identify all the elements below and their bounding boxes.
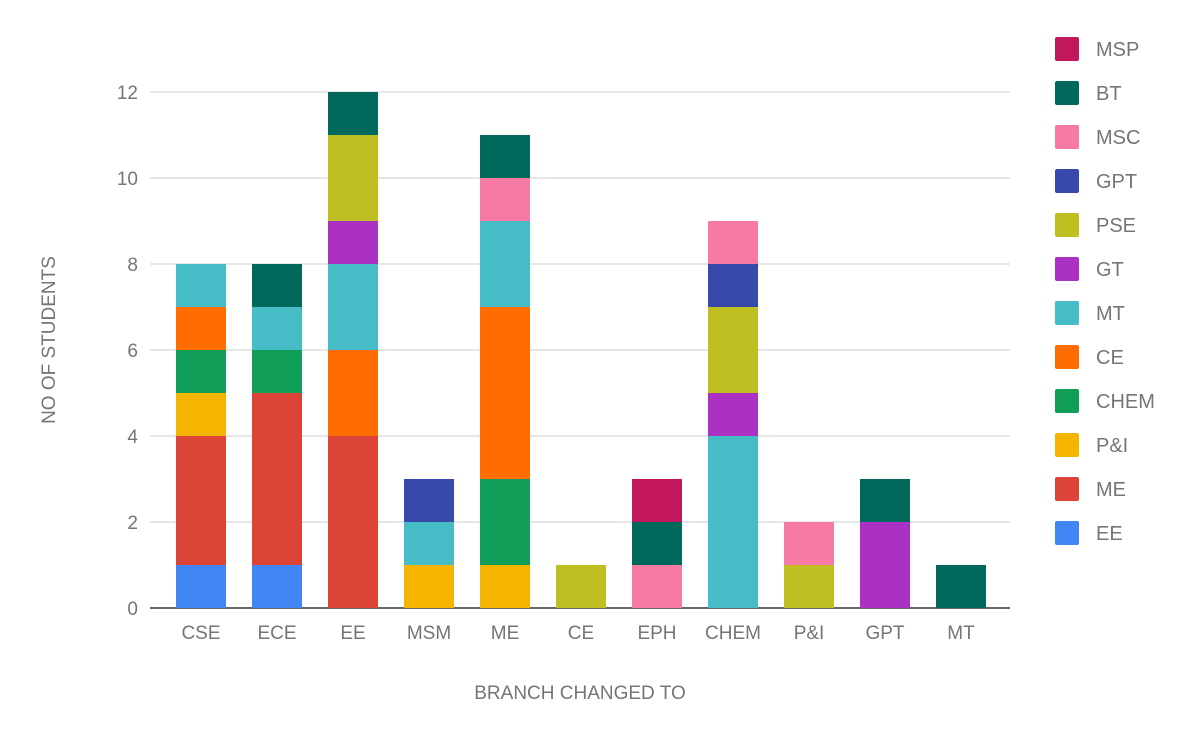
legend-item[interactable]: EE [1055,521,1123,545]
legend-label: CHEM [1096,391,1155,413]
bar-segment-ME-P&I[interactable] [480,565,530,608]
legend-swatch [1055,345,1079,369]
legend-item[interactable]: BT [1055,81,1122,105]
bar-segment-ME-CE[interactable] [480,307,530,479]
y-tick-label: 10 [117,169,138,190]
y-tick-label: 2 [127,513,138,534]
legend-label: EE [1096,523,1123,545]
legend-label: MT [1096,303,1125,325]
x-tick-label: ME [491,623,520,644]
legend-item[interactable]: GT [1055,257,1124,281]
bar-segment-ME-MSC[interactable] [480,178,530,221]
bar-segment-CSE-ME[interactable] [176,436,226,565]
bar-segment-CSE-CHEM[interactable] [176,350,226,393]
bar-segment-ECE-ME[interactable] [252,393,302,565]
x-tick-label: MSM [407,623,451,644]
bar-segment-ME-MT[interactable] [480,221,530,307]
x-axis-title: BRANCH CHANGED TO [474,683,686,704]
legend-label: GT [1096,259,1124,281]
bar-segment-EE-CE[interactable] [328,350,378,436]
y-tick-label: 8 [127,255,138,276]
bar-segment-CSE-P&I[interactable] [176,393,226,436]
legend-item[interactable]: P&I [1055,433,1128,457]
legend-swatch [1055,301,1079,325]
x-tick-label: P&I [794,623,825,644]
legend-swatch [1055,213,1079,237]
bar-segment-CSE-EE[interactable] [176,565,226,608]
bar-segment-GPT-GT[interactable] [860,522,910,608]
legend-item[interactable]: PSE [1055,213,1136,237]
bar-segment-EE-ME[interactable] [328,436,378,608]
y-tick-label: 0 [127,599,138,620]
legend-item[interactable]: MSC [1055,125,1140,149]
bar-segment-EE-PSE[interactable] [328,135,378,221]
bar-segment-EE-BT[interactable] [328,92,378,135]
bar-segment-EE-MT[interactable] [328,264,378,350]
legend-swatch [1055,389,1079,413]
legend-item[interactable]: MSP [1055,37,1139,61]
bar-segment-ECE-BT[interactable] [252,264,302,307]
legend-swatch [1055,169,1079,193]
bar-segment-MSM-P&I[interactable] [404,565,454,608]
bar-segment-EE-GT[interactable] [328,221,378,264]
legend-item[interactable]: MT [1055,301,1125,325]
legend-label: MSC [1096,127,1140,149]
bar-segment-ME-BT[interactable] [480,135,530,178]
y-tick-label: 4 [127,427,138,448]
bar-segment-MSM-MT[interactable] [404,522,454,565]
bar-segment-MT-BT[interactable] [936,565,986,608]
legend-label: BT [1096,83,1122,105]
bar-segment-ECE-CHEM[interactable] [252,350,302,393]
bar-segment-CE-PSE[interactable] [556,565,606,608]
legend-label: PSE [1096,215,1136,237]
bar-segment-ECE-MT[interactable] [252,307,302,350]
legend-swatch [1055,257,1079,281]
legend-item[interactable]: CHEM [1055,389,1155,413]
y-axis-title: NO OF STUDENTS [39,256,60,424]
legend-swatch [1055,37,1079,61]
legend-item[interactable]: ME [1055,477,1126,501]
y-tick-label: 6 [127,341,138,362]
bar-segment-CSE-MT[interactable] [176,264,226,307]
y-tick-label: 12 [117,83,138,104]
bar-segment-P&I-MSC[interactable] [784,522,834,565]
x-tick-label: CSE [181,623,220,644]
x-tick-label: ECE [257,623,296,644]
bar-segment-P&I-PSE[interactable] [784,565,834,608]
legend-swatch [1055,125,1079,149]
bar-segment-GPT-BT[interactable] [860,479,910,522]
bar-segment-MSM-GPT[interactable] [404,479,454,522]
legend-item[interactable]: GPT [1055,169,1137,193]
legend-swatch [1055,521,1079,545]
x-tick-label: CE [568,623,594,644]
bar-segment-EPH-MSP[interactable] [632,479,682,522]
bar-segment-ME-CHEM[interactable] [480,479,530,565]
bar-segment-CHEM-GPT[interactable] [708,264,758,307]
bar-segment-EPH-BT[interactable] [632,522,682,565]
bar-segment-CHEM-PSE[interactable] [708,307,758,393]
legend-swatch [1055,81,1079,105]
bar-segment-CSE-CE[interactable] [176,307,226,350]
legend-label: ME [1096,479,1126,501]
legend-label: CE [1096,347,1124,369]
bar-segment-EPH-MSC[interactable] [632,565,682,608]
legend-label: MSP [1096,39,1139,61]
x-tick-label: EPH [637,623,676,644]
legend-swatch [1055,477,1079,501]
bar-segment-CHEM-MT[interactable] [708,436,758,608]
legend-label: P&I [1096,435,1128,457]
legend-swatch [1055,433,1079,457]
x-tick-label: MT [947,623,975,644]
bar-segment-CHEM-GT[interactable] [708,393,758,436]
x-tick-label: CHEM [705,623,761,644]
bar-segment-CHEM-MSC[interactable] [708,221,758,264]
legend-label: GPT [1096,171,1137,193]
legend-item[interactable]: CE [1055,345,1124,369]
x-tick-label: GPT [865,623,904,644]
x-tick-label: EE [340,623,365,644]
bar-segment-ECE-EE[interactable] [252,565,302,608]
